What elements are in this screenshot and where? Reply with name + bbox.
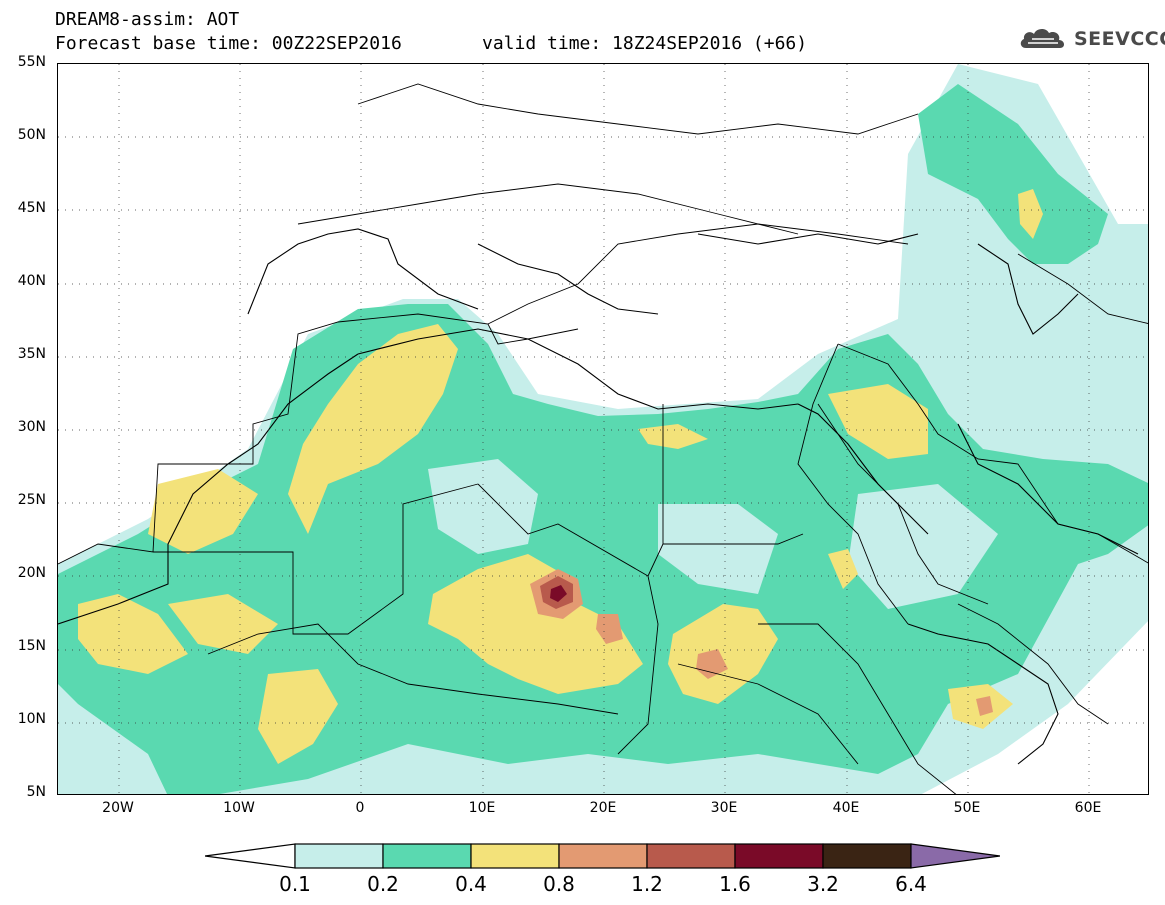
legend-swatch: [294, 843, 384, 869]
legend-value: 1.2: [631, 872, 663, 896]
legend-value: 3.2: [807, 872, 839, 896]
lat-label: 20N: [17, 565, 46, 581]
valid-time: valid time: 18Z24SEP2016 (+66): [482, 33, 808, 54]
legend-value: 6.4: [895, 872, 927, 896]
map-panel: [57, 63, 1149, 795]
cloud-logo-icon: [1020, 28, 1065, 48]
lon-label: 40E: [832, 800, 860, 816]
legend-value: 0.1: [279, 872, 311, 896]
legend-arrow-high: [910, 843, 1000, 869]
lat-label: 25N: [17, 492, 46, 508]
legend-swatch: [646, 843, 736, 869]
field-1.6: [550, 585, 567, 602]
legend-arrow-low: [205, 843, 296, 869]
coastlines: [58, 228, 1139, 765]
lat-label: 55N: [17, 54, 46, 70]
lat-label: 10N: [17, 711, 46, 727]
legend-value: 0.4: [455, 872, 487, 896]
lon-label: 30E: [710, 800, 738, 816]
legend-swatch: [470, 843, 560, 869]
lon-label: 0: [355, 800, 365, 816]
aot-map: [58, 64, 1148, 794]
color-legend: [205, 843, 1000, 869]
graticule: [58, 64, 1148, 794]
field-0.4: [78, 189, 1043, 764]
legend-swatch: [822, 843, 912, 869]
lon-label: 60E: [1074, 800, 1102, 816]
lat-label: 15N: [17, 638, 46, 654]
legend-swatch: [558, 843, 648, 869]
lat-label: 35N: [17, 346, 46, 362]
field-0.1-holes: [428, 459, 998, 609]
lon-label: 20E: [589, 800, 617, 816]
legend-swatch: [382, 843, 472, 869]
lon-label: 10W: [223, 800, 255, 816]
logo-text: SEEVCCC: [1074, 28, 1165, 50]
borders: [58, 83, 1148, 794]
legend-swatch: [734, 843, 824, 869]
legend-value: 0.2: [367, 872, 399, 896]
seevccc-logo: SEEVCCC: [1018, 26, 1165, 52]
legend-value: 1.6: [719, 872, 751, 896]
lat-label: 40N: [17, 273, 46, 289]
legend-value: 0.8: [543, 872, 575, 896]
lat-label: 5N: [26, 784, 46, 800]
lon-label: 20W: [102, 800, 134, 816]
lon-label: 10E: [468, 800, 496, 816]
lat-label: 45N: [17, 200, 46, 216]
map-title: DREAM8-assim: AOT: [55, 9, 240, 30]
lon-label: 50E: [953, 800, 981, 816]
forecast-base-time: Forecast base time: 00Z22SEP2016: [55, 33, 402, 54]
lat-label: 30N: [17, 419, 46, 435]
lat-label: 50N: [17, 127, 46, 143]
